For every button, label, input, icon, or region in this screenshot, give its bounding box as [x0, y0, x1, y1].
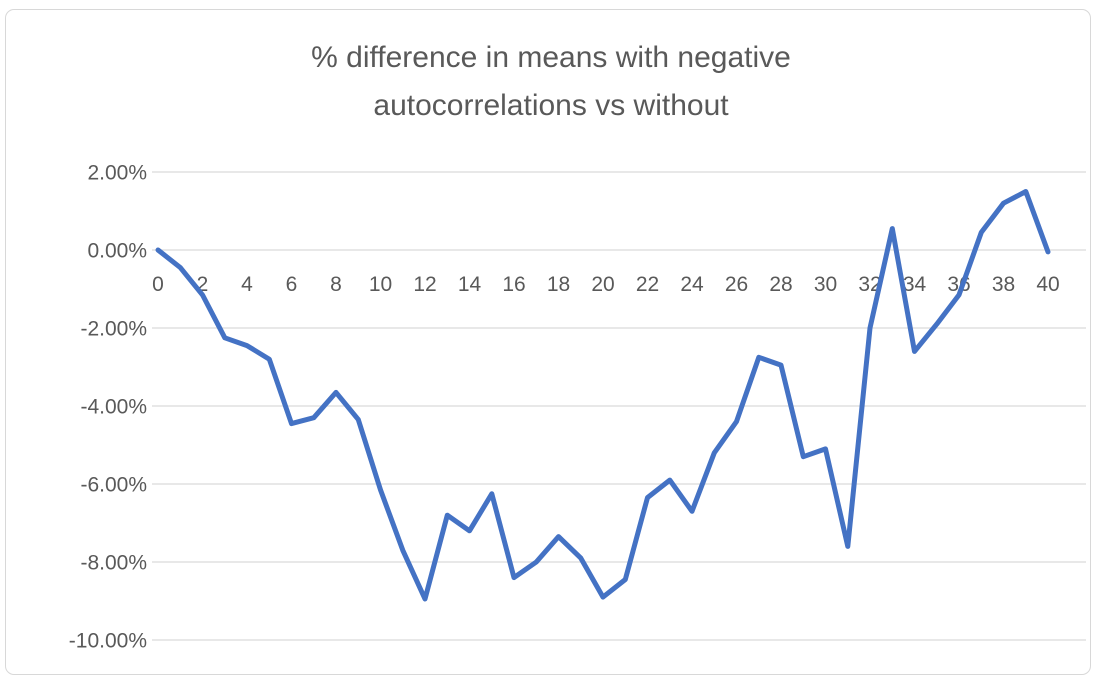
- x-axis-tick-label: 10: [369, 273, 392, 296]
- x-axis-tick-label: 8: [330, 273, 342, 296]
- y-axis-tick-label: -4.00%: [80, 396, 147, 419]
- y-axis-tick-label: -10.00%: [69, 630, 147, 653]
- x-axis-tick-label: 28: [769, 273, 792, 296]
- x-axis-tick-label: 18: [547, 273, 570, 296]
- x-axis-tick-label: 24: [680, 273, 704, 296]
- x-axis-tick-label: 4: [241, 273, 253, 296]
- x-axis-tick-label: 14: [458, 273, 482, 296]
- x-axis-tick-label: 40: [1036, 273, 1059, 296]
- y-axis-tick-label: -2.00%: [80, 318, 147, 341]
- chart-frame: [5, 9, 1091, 675]
- x-axis-tick-label: 30: [814, 273, 837, 296]
- x-axis-tick-label: 32: [858, 273, 881, 296]
- x-axis-tick-label: 38: [992, 273, 1015, 296]
- x-axis-tick-label: 34: [903, 273, 927, 296]
- x-axis-tick-label: 0: [152, 273, 164, 296]
- x-axis-tick-label: 26: [725, 273, 748, 296]
- data-series-line: [155, 189, 1051, 602]
- x-axis-tick-label: 2: [197, 273, 209, 296]
- x-axis-tick-label: 20: [591, 273, 614, 296]
- y-axis-tick-label: 0.00%: [87, 240, 147, 263]
- y-axis-tick-label: -6.00%: [80, 474, 147, 497]
- x-axis-tick-label: 12: [413, 273, 436, 296]
- y-axis-tick-label: 2.00%: [87, 162, 147, 185]
- y-axis-tick-label: -8.00%: [80, 552, 147, 575]
- x-axis-tick-label: 22: [636, 273, 659, 296]
- x-axis-tick-label: 6: [286, 273, 298, 296]
- x-axis-tick-label: 16: [502, 273, 525, 296]
